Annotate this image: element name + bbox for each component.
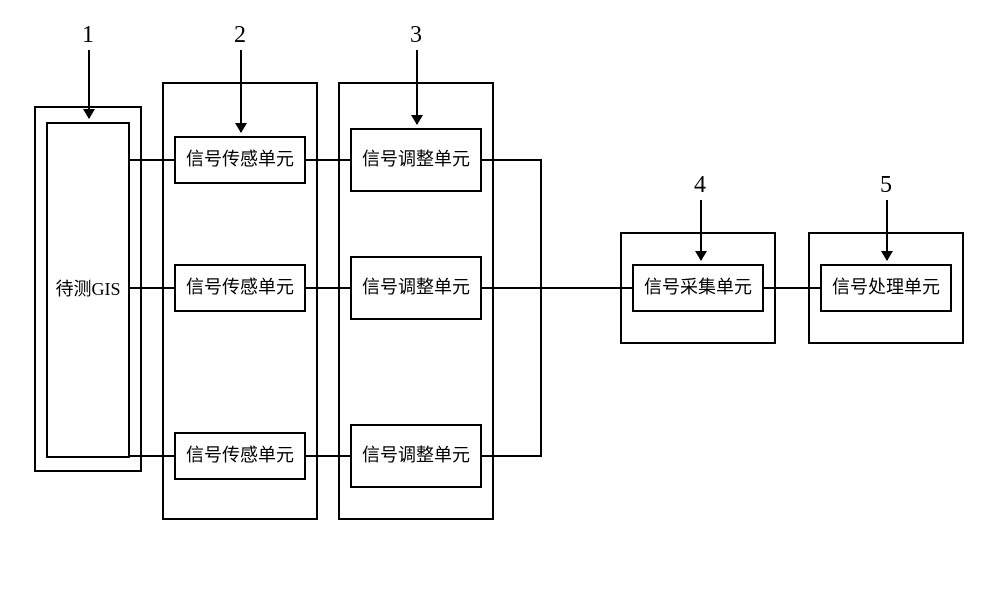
conn-acq-proc xyxy=(764,287,820,289)
conn-gis-s2 xyxy=(130,287,174,289)
label-4: 4 xyxy=(694,172,706,199)
sensor2-box: 信号传感单元 xyxy=(174,264,306,312)
conn-gis-s1 xyxy=(130,159,174,161)
label-5: 5 xyxy=(880,172,892,199)
conn-a2-acq xyxy=(482,287,632,289)
sensor3-box: 信号传感单元 xyxy=(174,432,306,480)
conn-s2-a2 xyxy=(306,287,350,289)
conn-a3-bus xyxy=(482,455,542,457)
adjust2-box: 信号调整单元 xyxy=(350,256,482,320)
process-box: 信号处理单元 xyxy=(820,264,952,312)
conn-gis-s3 xyxy=(130,455,174,457)
adjust3-box: 信号调整单元 xyxy=(350,424,482,488)
label-1: 1 xyxy=(82,22,94,49)
adjust1-box: 信号调整单元 xyxy=(350,128,482,192)
conn-bus-v xyxy=(540,159,542,457)
label-3: 3 xyxy=(410,22,422,49)
conn-a1-bus xyxy=(482,159,542,161)
acquire-box: 信号采集单元 xyxy=(632,264,764,312)
gis-box: 待测GIS xyxy=(46,122,130,458)
label-2: 2 xyxy=(234,22,246,49)
sensor1-box: 信号传感单元 xyxy=(174,136,306,184)
conn-s1-a1 xyxy=(306,159,350,161)
conn-s3-a3 xyxy=(306,455,350,457)
